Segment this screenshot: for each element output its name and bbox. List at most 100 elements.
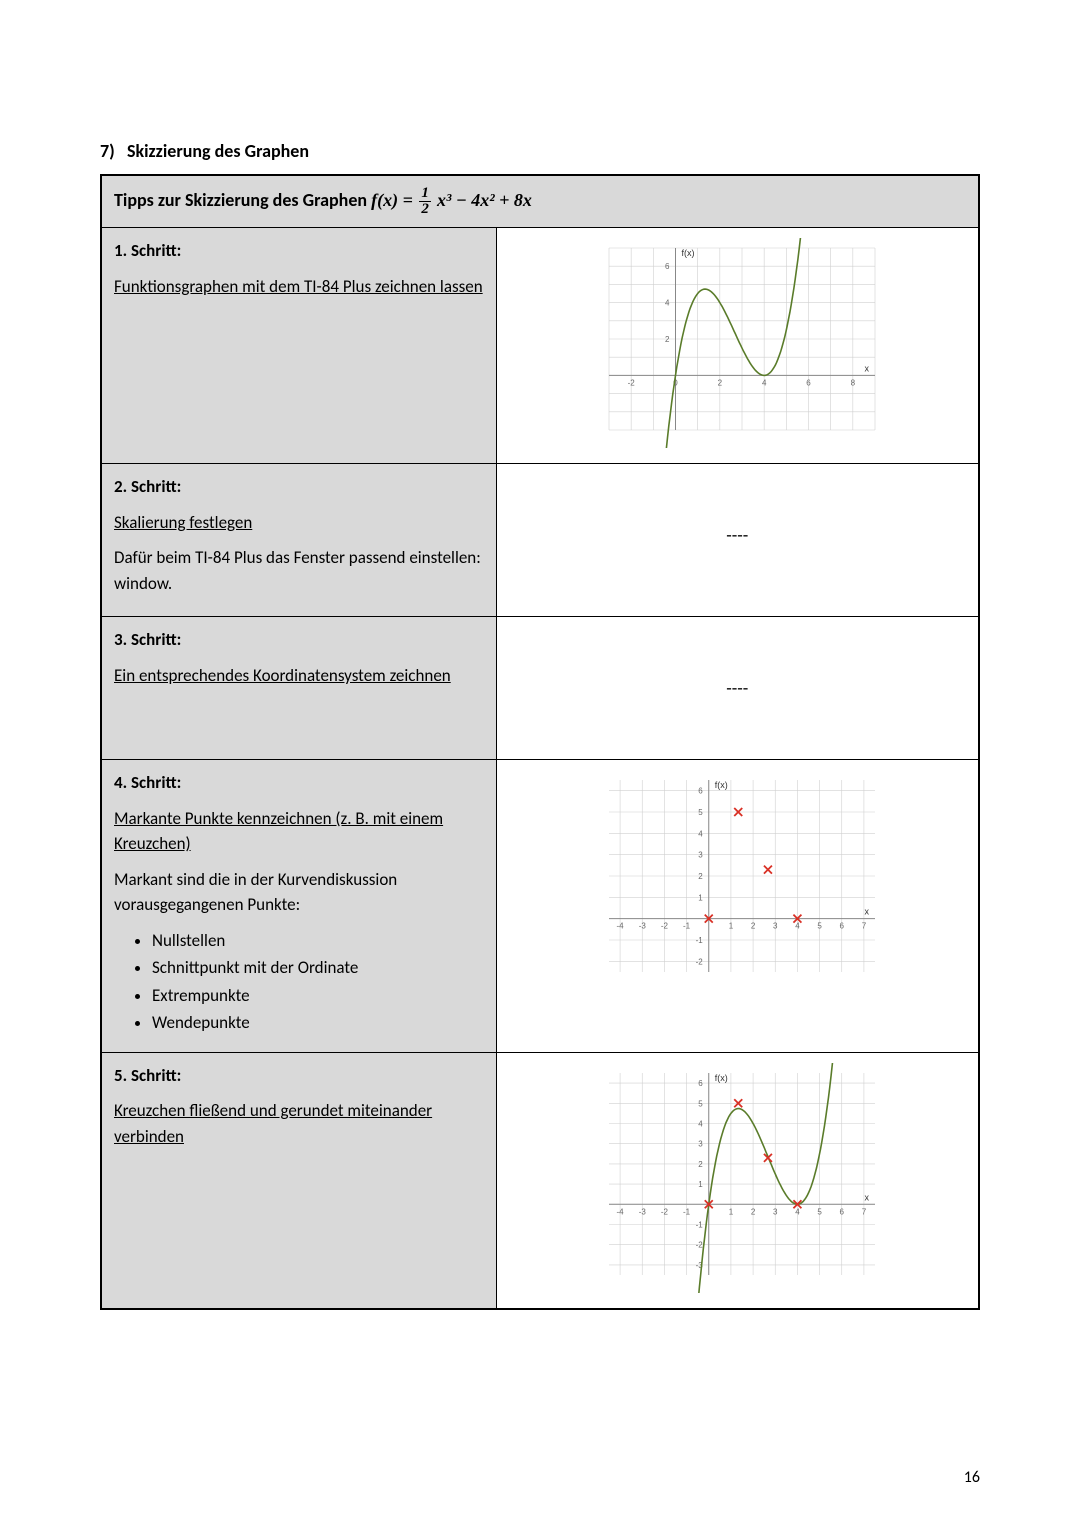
svg-text:2: 2 — [665, 335, 670, 344]
svg-text:3: 3 — [773, 1207, 778, 1216]
frac-num: 1 — [419, 186, 431, 202]
step-right-cell: -4-3-2-11234567-3-2-1123456f(x)x — [496, 1052, 979, 1309]
svg-text:3: 3 — [699, 851, 704, 860]
svg-text:-2: -2 — [696, 957, 704, 966]
svg-text:7: 7 — [862, 922, 867, 931]
svg-text:2: 2 — [751, 922, 756, 931]
page-number: 16 — [964, 1468, 980, 1487]
step-title: 3. Schritt: — [114, 627, 484, 653]
step-right-cell: ---- — [496, 464, 979, 617]
svg-text:-1: -1 — [696, 1220, 704, 1229]
chart-svg: -4-3-2-11234567-2-1123456f(x)x — [587, 770, 887, 990]
step-underline: Skalierung festlegen — [114, 510, 484, 536]
svg-text:1: 1 — [729, 1207, 734, 1216]
svg-text:f(x): f(x) — [715, 1073, 728, 1083]
table-row: 4. Schritt: Markante Punkte kennzeichnen … — [101, 760, 979, 1053]
svg-text:4: 4 — [795, 1207, 800, 1216]
svg-text:1: 1 — [699, 1180, 704, 1189]
svg-text:x: x — [865, 363, 870, 373]
svg-text:2: 2 — [699, 1159, 704, 1168]
placeholder-text: ---- — [509, 474, 966, 596]
svg-text:-2: -2 — [628, 378, 636, 387]
step-left-cell: 2. Schritt: Skalierung festlegen Dafür bei… — [101, 464, 496, 617]
svg-text:x: x — [865, 907, 870, 917]
svg-text:-3: -3 — [639, 1207, 647, 1216]
list-item: Nullstellen — [152, 928, 484, 954]
step-right-cell: -202468246f(x)x — [496, 228, 979, 464]
table-header-cell: Tipps zur Skizzierung des Graphen f(x) =… — [101, 175, 979, 228]
svg-text:-2: -2 — [661, 1207, 669, 1216]
svg-text:-4: -4 — [617, 922, 625, 931]
svg-text:1: 1 — [729, 922, 734, 931]
svg-text:2: 2 — [718, 378, 723, 387]
step-bullets: NullstellenSchnittpunkt mit der Ordinate… — [134, 928, 484, 1036]
step-left-cell: 3. Schritt: Ein entsprechendes Koordinate… — [101, 617, 496, 760]
svg-text:-1: -1 — [696, 936, 704, 945]
header-prefix: Tipps zur Skizzierung des Graphen — [114, 189, 371, 211]
step-left-cell: 1. Schritt: Funktionsgraphen mit dem TI-8… — [101, 228, 496, 464]
svg-text:6: 6 — [807, 378, 812, 387]
placeholder-text: ---- — [509, 627, 966, 749]
list-item: Extrempunkte — [152, 983, 484, 1009]
chart-svg: -4-3-2-11234567-3-2-1123456f(x)x — [587, 1063, 887, 1293]
svg-text:4: 4 — [665, 299, 670, 308]
steps-table: Tipps zur Skizzierung des Graphen f(x) =… — [100, 174, 980, 1310]
section-number: 7) — [100, 140, 115, 162]
svg-text:1: 1 — [699, 893, 704, 902]
svg-text:-3: -3 — [639, 922, 647, 931]
list-item: Schnittpunkt mit der Ordinate — [152, 955, 484, 981]
svg-text:7: 7 — [862, 1207, 867, 1216]
step-underline: Ein entsprechendes Koordinatensystem zei… — [114, 663, 484, 689]
section-title: Skizzierung des Graphen — [127, 140, 309, 162]
svg-text:8: 8 — [851, 378, 856, 387]
svg-text:6: 6 — [699, 787, 704, 796]
svg-text:f(x): f(x) — [715, 780, 728, 790]
svg-text:5: 5 — [818, 922, 823, 931]
step-title: 1. Schritt: — [114, 238, 484, 264]
step-underline: Markante Punkte kennzeichnen (z. B. mit … — [114, 806, 484, 857]
svg-text:-1: -1 — [683, 922, 691, 931]
header-fraction: 1 2 — [419, 186, 431, 217]
svg-text:3: 3 — [773, 922, 778, 931]
svg-text:f(x): f(x) — [682, 248, 695, 258]
table-row: 2. Schritt: Skalierung festlegen Dafür bei… — [101, 464, 979, 617]
svg-text:6: 6 — [840, 1207, 845, 1216]
step-title: 4. Schritt: — [114, 770, 484, 796]
step-left-cell: 4. Schritt: Markante Punkte kennzeichnen … — [101, 760, 496, 1053]
step-underline: Kreuzchen fließend und gerundet miteinan… — [114, 1098, 484, 1149]
svg-text:5: 5 — [818, 1207, 823, 1216]
table-row: 5. Schritt: Kreuzchen fließend und gerund… — [101, 1052, 979, 1309]
step-body: Markant sind die in der Kurvendiskussion… — [114, 867, 484, 918]
header-fx: f(x) = — [371, 190, 417, 210]
svg-text:2: 2 — [751, 1207, 756, 1216]
svg-text:4: 4 — [795, 922, 800, 931]
step-right-cell: ---- — [496, 617, 979, 760]
svg-text:-2: -2 — [696, 1240, 704, 1249]
step-body: Dafür beim TI-84 Plus das Fenster passen… — [114, 545, 484, 596]
section-heading: 7) Skizzierung des Graphen — [100, 140, 980, 162]
svg-text:4: 4 — [699, 829, 704, 838]
svg-text:-4: -4 — [617, 1207, 625, 1216]
svg-text:6: 6 — [840, 922, 845, 931]
step-title: 5. Schritt: — [114, 1063, 484, 1089]
table-row: 1. Schritt: Funktionsgraphen mit dem TI-8… — [101, 228, 979, 464]
svg-text:5: 5 — [699, 808, 704, 817]
list-item: Wendepunkte — [152, 1010, 484, 1036]
chart-svg: -202468246f(x)x — [587, 238, 887, 448]
table-row: 3. Schritt: Ein entsprechendes Koordinate… — [101, 617, 979, 760]
step-title: 2. Schritt: — [114, 474, 484, 500]
svg-text:4: 4 — [762, 378, 767, 387]
header-rest: x³ − 4x² + 8x — [437, 190, 532, 210]
step-underline: Funktionsgraphen mit dem TI-84 Plus zeic… — [114, 274, 484, 300]
svg-text:3: 3 — [699, 1139, 704, 1148]
svg-text:x: x — [865, 1192, 870, 1202]
frac-den: 2 — [419, 202, 431, 217]
step-right-cell: -4-3-2-11234567-2-1123456f(x)x — [496, 760, 979, 1053]
svg-text:6: 6 — [665, 262, 670, 271]
step-left-cell: 5. Schritt: Kreuzchen fließend und gerund… — [101, 1052, 496, 1309]
svg-text:5: 5 — [699, 1099, 704, 1108]
svg-text:-1: -1 — [683, 1207, 691, 1216]
svg-text:2: 2 — [699, 872, 704, 881]
svg-text:6: 6 — [699, 1079, 704, 1088]
svg-text:4: 4 — [699, 1119, 704, 1128]
